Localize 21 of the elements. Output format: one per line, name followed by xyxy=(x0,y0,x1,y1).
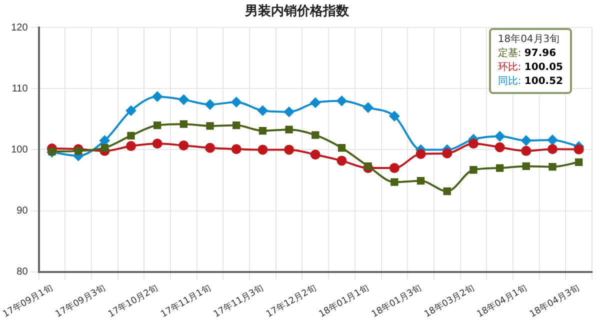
y-tick-label: 100 xyxy=(11,144,28,156)
x-tick-label: 17年10月2旬 xyxy=(106,282,160,320)
annotation: 同比: 100.52 xyxy=(498,76,563,87)
x-tick-label: 18年04月1旬 xyxy=(475,282,529,320)
x-tick-label: 17年11月1旬 xyxy=(159,282,213,320)
y-tick-label: 120 xyxy=(11,22,28,34)
annotation: 定基: 97.96 xyxy=(498,48,556,59)
x-tick-label: 17年11月3旬 xyxy=(212,282,266,320)
x-tick-label: 17年09月3旬 xyxy=(54,282,108,320)
x-tick-label: 18年01月1旬 xyxy=(317,282,371,320)
y-tick-label: 110 xyxy=(12,83,28,94)
chart-title: 男装内销价格指数 xyxy=(244,4,350,20)
x-tick-label: 18年04月3旬 xyxy=(528,282,582,320)
x-tick-label: 18年03月2旬 xyxy=(422,282,476,320)
x-tick-label: 18年01月3旬 xyxy=(370,282,424,320)
y-tick-label: 80 xyxy=(16,266,28,278)
annotation: 18年04月3旬 xyxy=(498,33,561,47)
x-tick-label: 17年12月2旬 xyxy=(264,282,318,320)
y-tick-label: 90 xyxy=(16,206,28,217)
x-tick-label: 17年09月1旬 xyxy=(0,282,55,320)
annotation: 环比: 100.05 xyxy=(498,62,563,73)
